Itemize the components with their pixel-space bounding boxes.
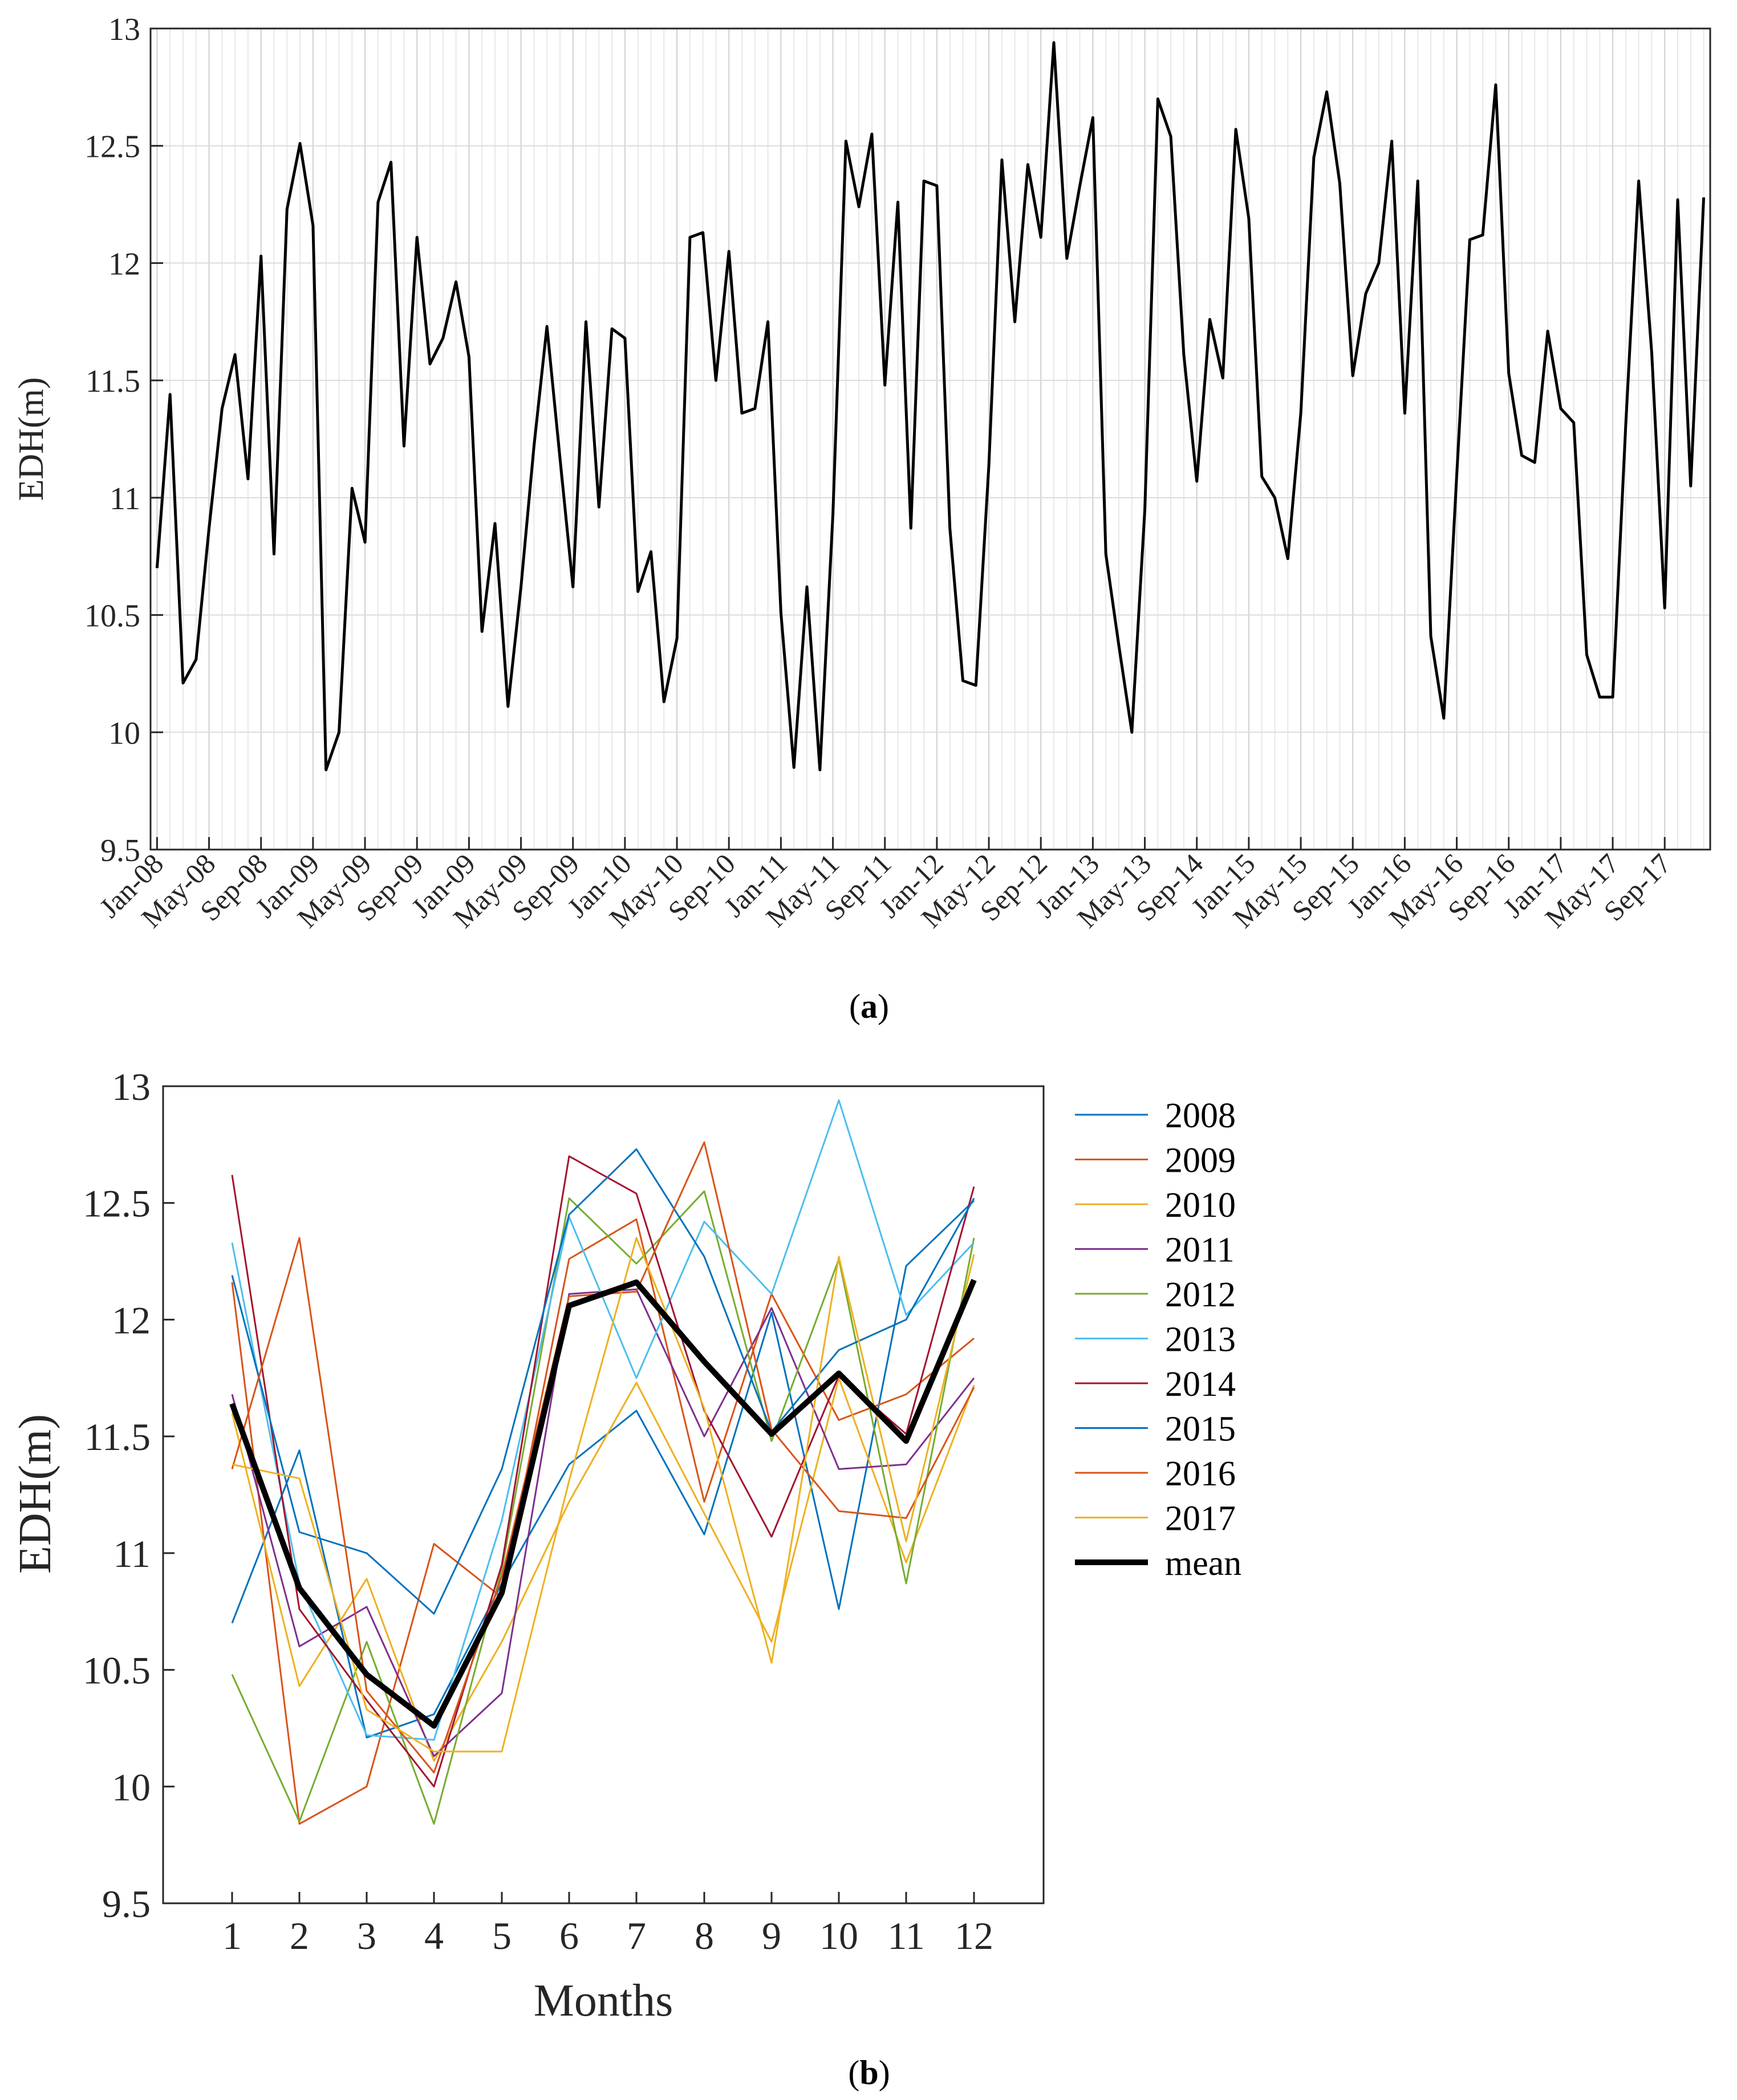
legend-label: 2008 [1165,1096,1236,1135]
legend-entry-2017: 2017 [1075,1500,1236,1538]
series-line-edh [155,41,1706,771]
legend-entry-2015: 2015 [1075,1410,1236,1449]
y-tick-label: 11 [113,1532,151,1575]
legend-entry-mean: mean [1075,1544,1241,1583]
series-line-2008 [231,1200,975,1739]
x-tick-label: 6 [559,1914,579,1957]
legend-entry-2011: 2011 [1075,1231,1235,1270]
x-tick-label: 5 [492,1914,512,1957]
y-tick-label: 13 [112,1065,151,1108]
series-line-2013 [231,1099,975,1741]
y-tick-labels-b: 9.5 10 10.5 11 11.5 12 12.5 13 [83,1065,174,1926]
series-layer-a [155,41,1706,771]
legend-entry-2009: 2009 [1075,1142,1236,1180]
series-line-2017 [232,1237,975,1753]
x-tick-label: 3 [357,1914,376,1957]
y-axis-title-b: EDH(m) [10,1414,60,1574]
x-tick-label: 4 [424,1914,444,1957]
legend-label: 2014 [1165,1365,1236,1404]
series-line-2009 [231,1218,975,1825]
y-tick-label: 11 [109,481,140,517]
legend-entry-2013: 2013 [1075,1321,1236,1359]
legend-entry-2012: 2012 [1075,1276,1236,1314]
legend-label: 2011 [1165,1231,1235,1270]
legend-entry-2014: 2014 [1075,1365,1236,1404]
y-tick-label: 10 [108,716,140,751]
plot-frame-b [162,1085,1045,1904]
series-line-mean [229,1278,977,1729]
y-tick-label: 9.5 [102,1882,151,1926]
caption-b-letter: b [859,2054,878,2091]
y-tick-label: 11.5 [86,364,140,399]
x-axis-title-b: Months [534,1976,673,2026]
caption-a: (a) [849,988,889,1025]
x-tick-label: 10 [819,1914,858,1957]
series-line-2010 [231,1377,975,1762]
y-tick-label: 10.5 [83,1649,151,1692]
legend-label: 2017 [1165,1500,1236,1538]
x-tick-label: 9 [762,1914,781,1957]
legend-label: 2013 [1165,1321,1236,1359]
y-tick-label: 12.5 [84,129,140,165]
x-tick-label: 7 [627,1914,646,1957]
plot-frame-a [149,27,1711,851]
legend-b: 2008 2009 2010 2011 2012 2013 2014 2015 2016 2017… [1075,1096,1241,1583]
x-tick-label: 1 [222,1914,242,1957]
y-tick-label: 13 [108,12,140,47]
y-tick-label: 12 [112,1298,151,1342]
y-tick-label: 11.5 [84,1415,151,1459]
y-tick-label: 10.5 [84,599,140,634]
legend-entry-2010: 2010 [1075,1186,1236,1225]
legend-entry-2008: 2008 [1075,1096,1236,1135]
y-tick-label: 9.5 [100,833,140,868]
legend-label: 2012 [1165,1276,1236,1314]
series-line-2015 [231,1148,975,1615]
y-tick-label: 12.5 [83,1182,151,1225]
caption-a-letter: a [861,988,878,1025]
caption-b: (b) [848,2054,890,2091]
legend-entry-2016: 2016 [1075,1455,1236,1493]
y-axis-title-a: EDH(m) [12,377,51,501]
x-tick-label: 2 [290,1914,309,1957]
plot-area-b [163,1086,1044,1903]
legend-label: mean [1165,1544,1241,1583]
series-layer-b [229,1099,977,1825]
y-tick-label: 10 [112,1765,151,1809]
legend-label: 2015 [1165,1410,1236,1449]
legend-label: 2010 [1165,1186,1236,1225]
x-tick-labels-b: 1 2 3 4 5 6 7 8 9 10 11 12 [222,1892,993,1957]
y-tick-label: 12 [108,246,140,282]
legend-label: 2009 [1165,1142,1236,1180]
x-tick-label: 11 [887,1914,924,1957]
legend-label: 2016 [1165,1455,1236,1493]
plot-area-a [151,29,1710,850]
x-tick-label: 12 [955,1914,993,1957]
y-tick-labels-a: 9.5 10 10.5 11 11.5 12 12.5 13 [84,12,163,868]
x-tick-label: 8 [695,1914,714,1957]
